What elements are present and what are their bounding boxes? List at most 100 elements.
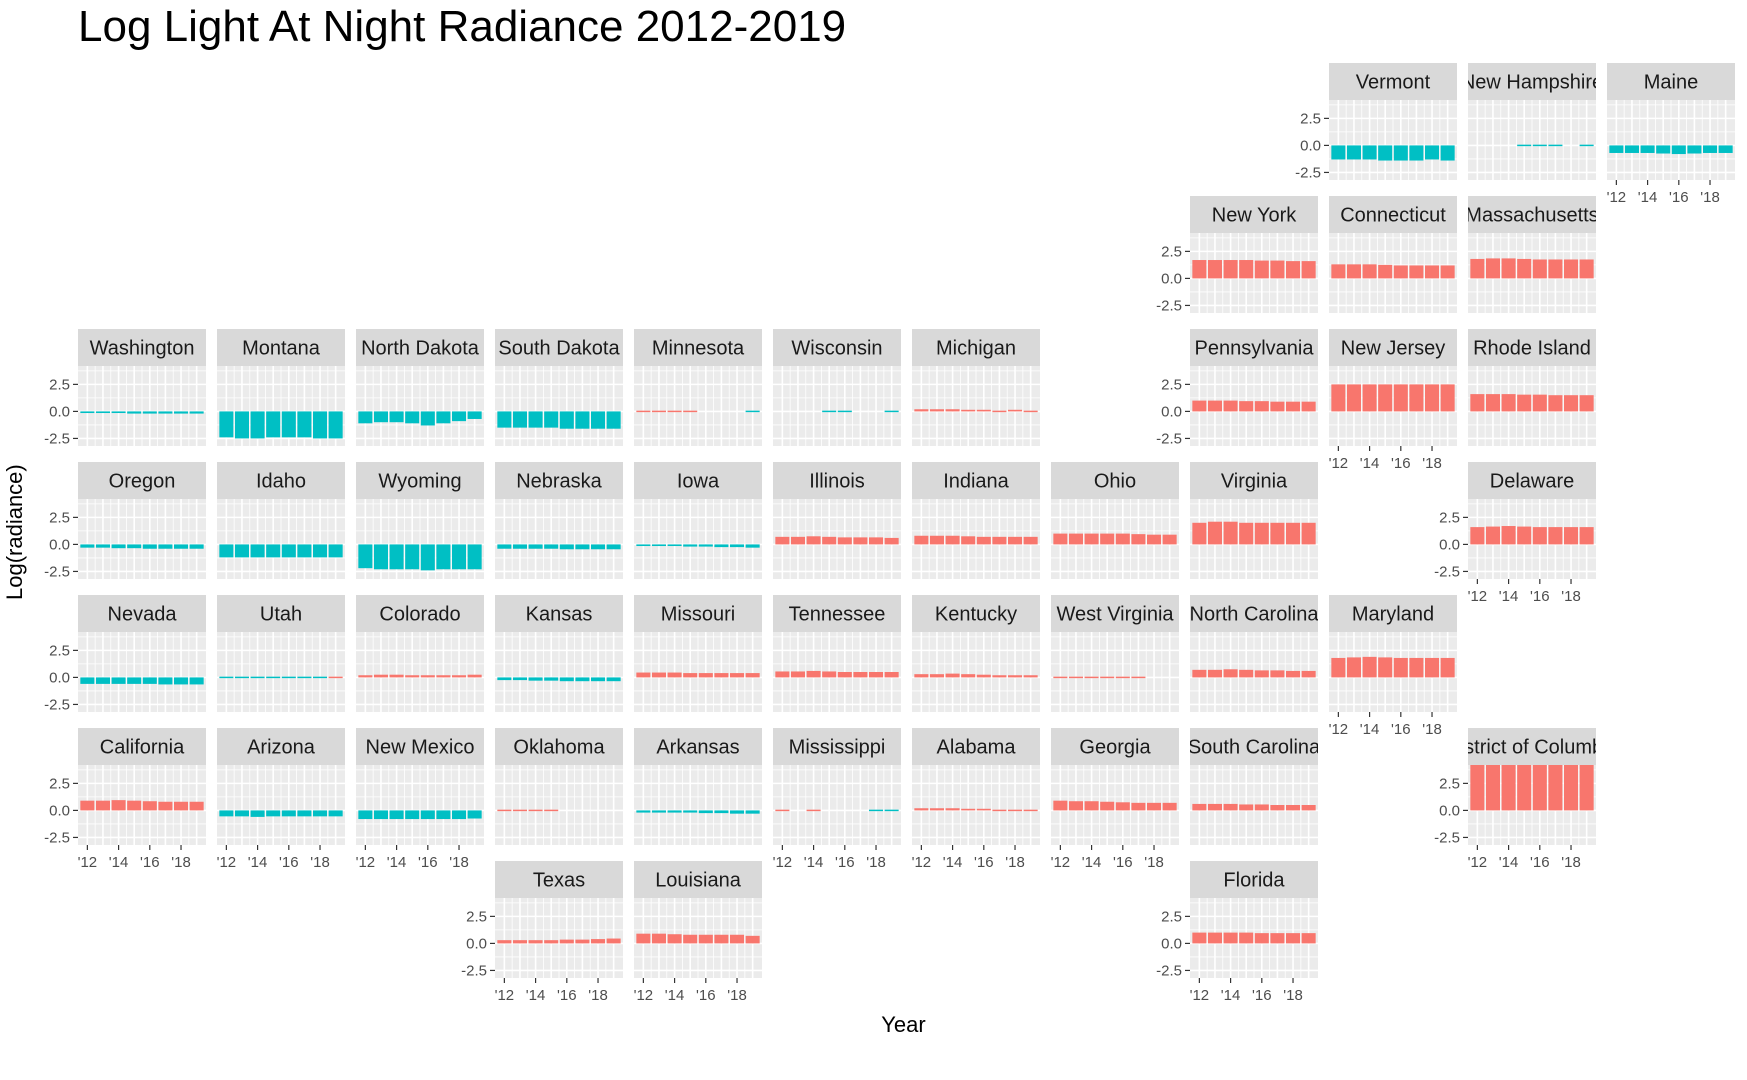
facet-label: Virginia [1221,471,1288,493]
bar [1023,536,1038,545]
bar [884,672,899,678]
bar [189,677,204,685]
facet-strip [495,728,623,765]
bar [1084,676,1099,679]
bar [1470,765,1485,811]
x-tick-label: '18 [310,854,330,871]
bar [1207,803,1222,811]
y-tick-label: -2.5 [1156,430,1182,447]
y-tick-label: -2.5 [1295,164,1321,181]
bar [1393,145,1408,161]
bar [1362,145,1377,160]
y-tick-label: 0.0 [1300,137,1321,154]
facet-strip [634,728,762,765]
bar [174,411,189,414]
bar [1131,534,1146,545]
bar [591,677,606,682]
facet-maryland: Maryland '12 '14 '16 '18 [1329,595,1457,738]
x-tick-label: '18 [171,854,191,871]
facet-virginia: Virginia [1190,462,1318,579]
bar [544,677,559,681]
bar [884,809,899,812]
facet-label: New York [1212,205,1297,227]
bar [1008,675,1023,678]
bar [528,411,543,428]
facet-strip [773,462,901,499]
bar [373,810,388,820]
facet-label: Nebraska [516,471,602,493]
facet-strip [217,462,345,499]
x-tick-label: '14 [1082,854,1102,871]
facet-strip [495,595,623,632]
bar [1393,384,1408,412]
bar [1115,676,1130,679]
bar [559,544,574,550]
x-tick-label: '14 [943,854,963,871]
facet-ohio: Ohio [1051,462,1179,579]
facet-strip [1468,329,1596,366]
bar [745,673,760,678]
bar [127,411,142,414]
facet-strip [1468,63,1596,100]
bar [1192,932,1207,944]
bar [219,544,234,558]
bar [174,801,189,811]
x-tick-label: '18 [1005,854,1025,871]
x-tick-label: '14 [665,987,685,1004]
facet-strip [1468,462,1596,499]
bar [497,940,512,944]
facet-arkansas: Arkansas [634,728,762,845]
x-tick-label: '16 [1530,588,1550,605]
bar [528,809,543,812]
bar [1362,656,1377,678]
bar [806,809,821,812]
bar [1286,522,1301,545]
bar [544,411,559,428]
bar [313,411,328,439]
facet-strip [634,329,762,366]
facet-tennessee: Tennessee [773,595,901,712]
bar [1703,145,1718,153]
facet-label: Maine [1644,72,1698,94]
bar [1068,533,1083,545]
facet-south-carolina: South Carolina [1190,728,1318,845]
bar [405,544,420,570]
bar [575,939,590,944]
facet-label: Connecticut [1340,205,1446,227]
facet-strip [1190,462,1318,499]
bar [436,411,451,424]
x-tick-label: '18 [1422,721,1442,738]
bar [714,934,729,944]
bar [1270,401,1285,412]
facet-strip [217,595,345,632]
bar [297,810,312,817]
bar [822,671,837,678]
y-tick-label: 0.0 [1439,802,1460,819]
facet-alabama: Alabama '12 '14 '16 '18 [912,728,1040,871]
facet-label: Rhode Island [1473,338,1591,360]
bar [389,674,404,678]
facet-strip [1190,196,1318,233]
bar [111,677,126,684]
bar [1254,670,1269,678]
bar [111,411,126,414]
bar [1564,527,1579,545]
bar [914,409,929,412]
x-tick-label: '14 [1221,987,1241,1004]
bar [929,535,944,545]
bar [683,934,698,944]
facet-kansas: Kansas [495,595,623,712]
bar [745,935,760,944]
bar [1331,264,1346,279]
bar [1286,670,1301,678]
bar [1548,259,1563,279]
facet-strip [912,329,1040,366]
facet-label: Washington [90,338,195,360]
facet-strip [634,861,762,898]
bar [512,809,527,812]
bar [1207,932,1222,944]
x-tick-label: '16 [974,854,994,871]
facet-kentucky: Kentucky [912,595,1040,712]
bar [1053,676,1068,679]
x-tick-label: '16 [1669,189,1689,206]
